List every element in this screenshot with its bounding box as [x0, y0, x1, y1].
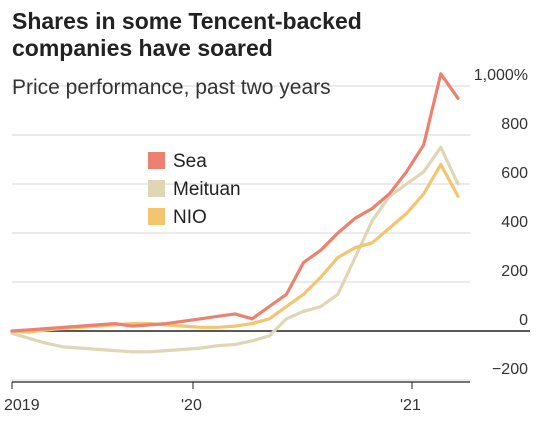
legend: Sea Meituan NIO	[148, 151, 241, 228]
y-tick-label: 600	[501, 165, 528, 182]
y-axis-ticks: 1,000% 800 600 400 200 0 −200	[474, 67, 528, 378]
grid-lines	[12, 85, 530, 381]
y-tick-label: 1,000%	[474, 67, 528, 84]
legend-label-nio: NIO	[173, 207, 207, 228]
x-tick-label: '20	[181, 397, 202, 414]
series-line-meituan	[10, 145, 460, 354]
y-tick-label: 800	[501, 116, 528, 133]
y-tick-label: 0	[519, 312, 528, 329]
y-tick-label: 400	[501, 214, 528, 231]
chart-subtitle: Price performance, past two years	[12, 76, 331, 99]
legend-label-meituan: Meituan	[173, 179, 241, 200]
chart-title: Shares in some Tencent-backed companies …	[12, 8, 362, 61]
legend-swatch-meituan	[148, 180, 165, 197]
series-lines	[10, 72, 460, 354]
legend-swatch-nio	[148, 208, 165, 225]
x-tick-label: 2019	[4, 397, 40, 414]
legend-label-sea: Sea	[173, 151, 207, 172]
legend-swatch-sea	[148, 152, 165, 169]
series-line-sea	[10, 72, 460, 333]
y-tick-label: 200	[501, 263, 528, 280]
y-tick-label: −200	[492, 361, 528, 378]
x-tick-label: '21	[400, 397, 421, 414]
x-axis-ticks: 2019 '20 '21	[4, 381, 470, 414]
